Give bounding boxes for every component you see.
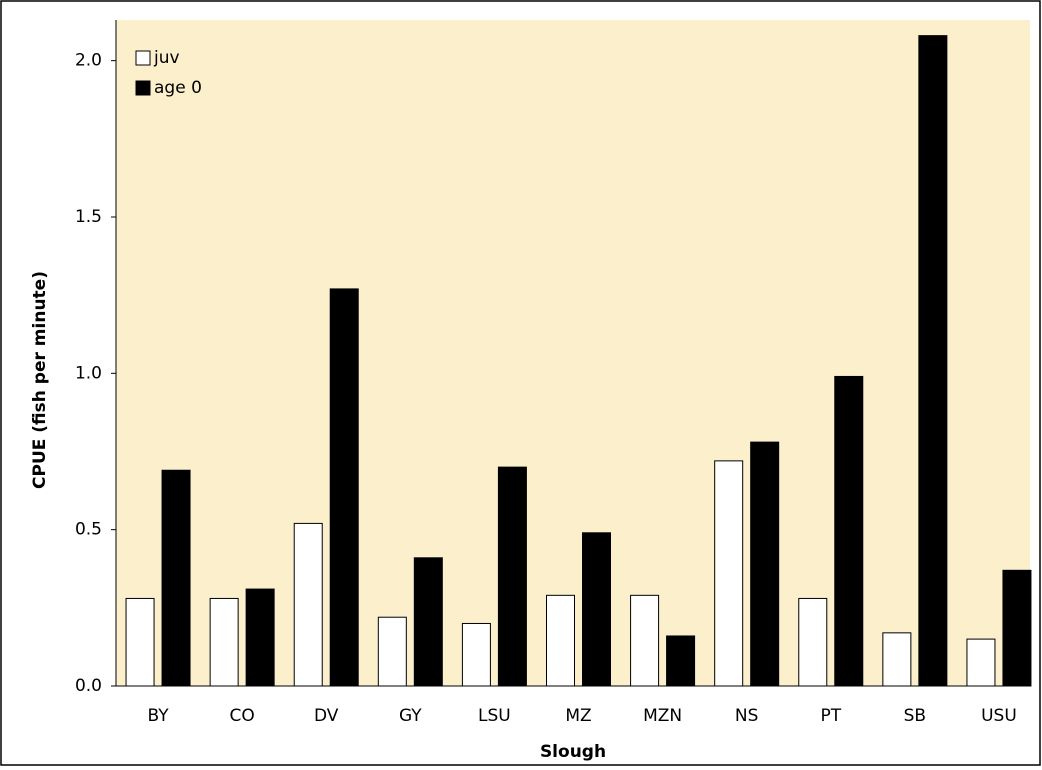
x-tick-label: LSU bbox=[478, 706, 511, 726]
x-tick-label: DV bbox=[314, 706, 339, 726]
bar bbox=[161, 469, 191, 687]
bar bbox=[630, 594, 660, 687]
y-tick-label: 1.5 bbox=[75, 207, 102, 227]
bar bbox=[582, 532, 611, 687]
x-tick-label: MZN bbox=[643, 706, 682, 726]
plot-area bbox=[116, 20, 1030, 686]
bar bbox=[461, 622, 491, 687]
bar bbox=[966, 638, 996, 687]
y-tick-label: 2.0 bbox=[75, 51, 102, 71]
x-tick-label: SB bbox=[904, 706, 926, 726]
y-tick-label: 1.0 bbox=[75, 363, 102, 383]
x-tick-label: PT bbox=[820, 706, 841, 726]
bar bbox=[750, 441, 780, 687]
legend-swatch bbox=[135, 50, 151, 66]
bar bbox=[125, 597, 155, 687]
legend-swatch bbox=[135, 80, 151, 96]
bar bbox=[245, 588, 275, 687]
bar bbox=[666, 635, 696, 687]
x-tick-label: CO bbox=[230, 706, 255, 726]
bar bbox=[293, 522, 323, 687]
bar bbox=[209, 597, 239, 687]
bar bbox=[546, 594, 575, 687]
bar bbox=[1002, 569, 1032, 687]
bar bbox=[918, 35, 948, 687]
bar bbox=[329, 288, 359, 687]
bar bbox=[413, 557, 443, 687]
y-axis-title: CPUE (fish per minute) bbox=[30, 271, 50, 489]
x-tick-label: USU bbox=[981, 706, 1017, 726]
bar bbox=[377, 616, 407, 687]
bar bbox=[882, 632, 912, 687]
legend-label: age 0 bbox=[154, 78, 202, 98]
y-tick-label: 0.5 bbox=[75, 520, 102, 540]
x-tick-label: MZ bbox=[565, 706, 591, 726]
bar bbox=[497, 466, 527, 687]
y-tick-label: 0.0 bbox=[75, 676, 102, 696]
legend-label: juv bbox=[153, 48, 180, 68]
x-tick-label: GY bbox=[399, 706, 422, 726]
bar bbox=[714, 460, 744, 687]
bar bbox=[834, 375, 864, 687]
bar bbox=[798, 597, 828, 687]
x-tick-label: NS bbox=[735, 706, 759, 726]
x-axis-title: Slough bbox=[540, 742, 606, 762]
x-tick-label: BY bbox=[147, 706, 169, 726]
